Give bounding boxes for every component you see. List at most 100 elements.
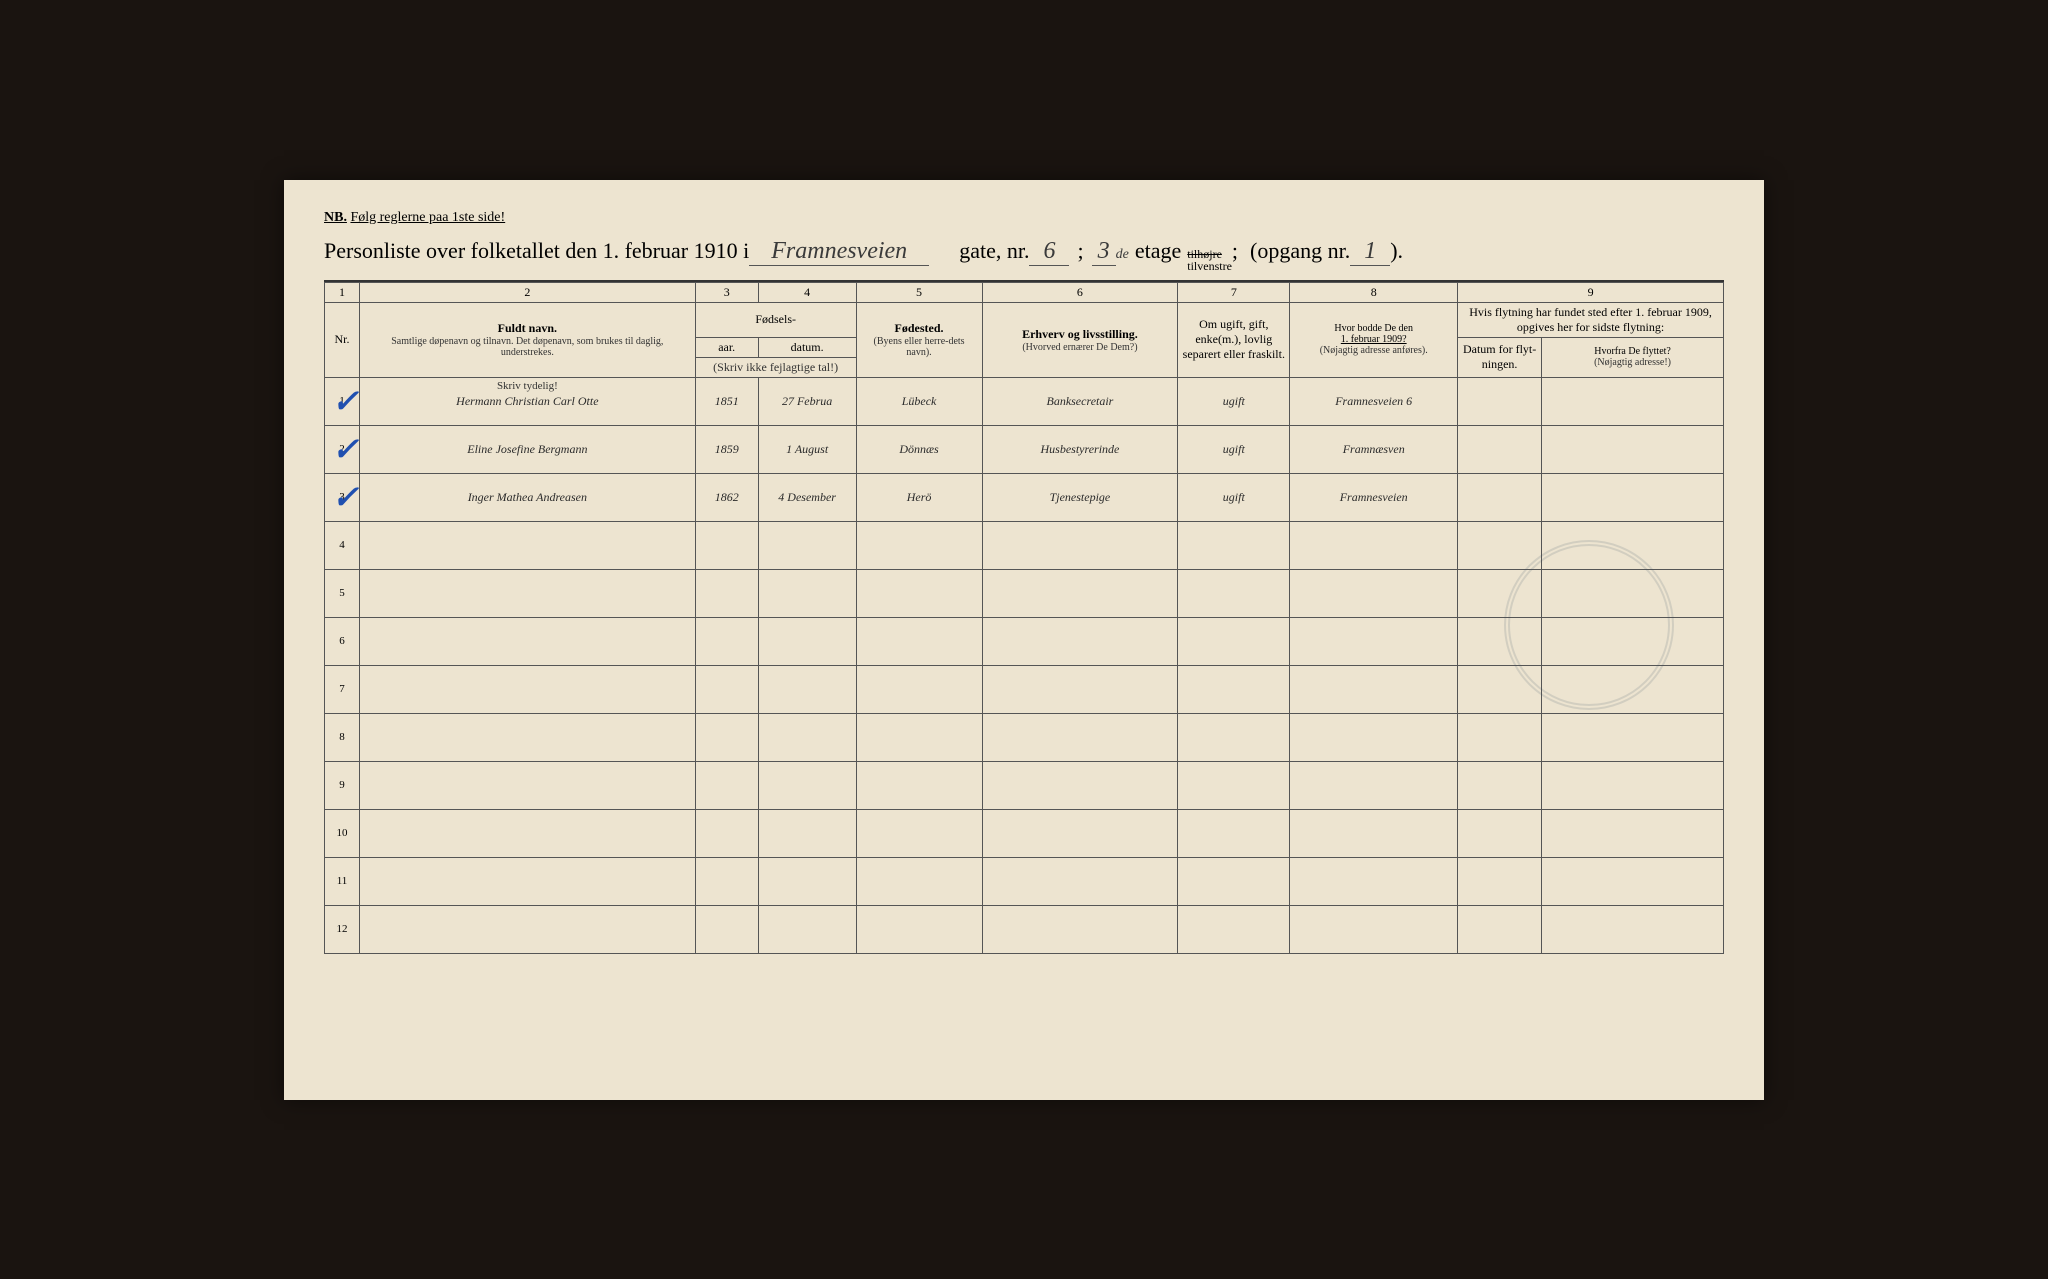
cell-nr: 7 xyxy=(325,665,360,713)
cell-hvorfra xyxy=(1542,521,1724,569)
table-header: 1 2 3 4 5 6 7 8 9 Nr. Fuldt navn. Samtli… xyxy=(325,282,1724,377)
cell-navn xyxy=(359,809,695,857)
cell-hvorfra xyxy=(1542,377,1724,425)
cell-navn xyxy=(359,905,695,953)
hdr-hvorfra: Hvorfra De flyttet? (Nøjagtig adresse!) xyxy=(1542,337,1724,377)
cell-flyt_datum xyxy=(1458,377,1542,425)
semicolon: ; xyxy=(1077,238,1083,264)
gate-label: gate, nr. xyxy=(959,238,1029,264)
cell-hvorfra xyxy=(1542,665,1724,713)
cell-navn xyxy=(359,713,695,761)
cell-datum: 1 August xyxy=(758,425,856,473)
cell-erhverv xyxy=(982,521,1178,569)
cell-fodested: Dönnæs xyxy=(856,425,982,473)
tilvenstre: tilvenstre xyxy=(1187,260,1232,272)
cell-flyt_datum xyxy=(1458,905,1542,953)
cell-nr: 8 xyxy=(325,713,360,761)
colnum-1: 1 xyxy=(325,282,360,302)
cell-nr: 12 xyxy=(325,905,360,953)
side-choice: tilhøjre tilvenstre xyxy=(1187,248,1232,272)
cell-flyt_datum xyxy=(1458,473,1542,521)
colnum-7: 7 xyxy=(1178,282,1290,302)
cell-datum xyxy=(758,617,856,665)
street-name: Framnesveien xyxy=(749,238,929,266)
hdr-erhverv: Erhverv og livsstilling. (Hvorved ernære… xyxy=(982,302,1178,377)
cell-aar xyxy=(695,569,758,617)
checkmark-icon: ✓ xyxy=(332,382,359,420)
cell-datum xyxy=(758,857,856,905)
cell-aar xyxy=(695,665,758,713)
cell-datum xyxy=(758,809,856,857)
cell-nr: 10 xyxy=(325,809,360,857)
cell-erhverv xyxy=(982,617,1178,665)
skriv-tydelig-note: Skriv tydelig! xyxy=(497,380,558,392)
cell-datum xyxy=(758,521,856,569)
cell-bodde xyxy=(1290,905,1458,953)
nb-prefix: NB. xyxy=(324,210,347,225)
close-paren: ). xyxy=(1390,238,1403,264)
cell-erhverv xyxy=(982,809,1178,857)
cell-ugift xyxy=(1178,665,1290,713)
hdr-aar: aar. xyxy=(695,337,758,357)
cell-erhverv xyxy=(982,713,1178,761)
cell-datum xyxy=(758,569,856,617)
hdr-nr: Nr. xyxy=(325,302,360,377)
cell-fodested xyxy=(856,761,982,809)
etage-suffix: de xyxy=(1116,247,1129,263)
cell-navn: ✓Inger Mathea Andreasen xyxy=(359,473,695,521)
colnum-2: 2 xyxy=(359,282,695,302)
cell-ugift xyxy=(1178,761,1290,809)
hdr-datum: datum. xyxy=(758,337,856,357)
cell-datum xyxy=(758,761,856,809)
table-row: 9 xyxy=(325,761,1724,809)
cell-nr: 6 xyxy=(325,617,360,665)
hdr-aar-sub: (Skriv ikke fejlagtige tal!) xyxy=(695,357,856,377)
cell-hvorfra xyxy=(1542,809,1724,857)
etage-label: etage xyxy=(1135,238,1181,264)
cell-bodde: Framnæsven xyxy=(1290,425,1458,473)
colnum-5: 5 xyxy=(856,282,982,302)
cell-bodde: Framnesveien 6 xyxy=(1290,377,1458,425)
cell-datum xyxy=(758,713,856,761)
cell-flyt_datum xyxy=(1458,425,1542,473)
table-row: 4 xyxy=(325,521,1724,569)
table-row: 1Skriv tydelig!✓Hermann Christian Carl O… xyxy=(325,377,1724,425)
cell-aar xyxy=(695,809,758,857)
cell-bodde xyxy=(1290,713,1458,761)
cell-bodde xyxy=(1290,761,1458,809)
cell-fodested: Lübeck xyxy=(856,377,982,425)
cell-hvorfra xyxy=(1542,473,1724,521)
cell-bodde xyxy=(1290,569,1458,617)
cell-flyt_datum xyxy=(1458,665,1542,713)
cell-fodested xyxy=(856,617,982,665)
cell-nr: 5 xyxy=(325,569,360,617)
cell-fodested: Herö xyxy=(856,473,982,521)
cell-erhverv: Tjenestepige xyxy=(982,473,1178,521)
title-pre: Personliste over folketallet den 1. febr… xyxy=(324,238,749,264)
tilhoire: tilhøjre xyxy=(1187,248,1232,260)
table-row: 2✓Eline Josefine Bergmann18591 AugustDön… xyxy=(325,425,1724,473)
table-row: 7 xyxy=(325,665,1724,713)
cell-ugift: ugift xyxy=(1178,473,1290,521)
nb-instruction: NB. Følg reglerne paa 1ste side! xyxy=(324,210,1724,226)
opgang-nr: 1 xyxy=(1350,238,1390,266)
gate-nr: 6 xyxy=(1029,238,1069,266)
cell-erhverv xyxy=(982,905,1178,953)
cell-flyt_datum xyxy=(1458,713,1542,761)
cell-datum: 4 Desember xyxy=(758,473,856,521)
cell-navn: ✓Eline Josefine Bergmann xyxy=(359,425,695,473)
cell-erhverv: Husbestyrerinde xyxy=(982,425,1178,473)
form-title-line: Personliste over folketallet den 1. febr… xyxy=(324,238,1724,272)
cell-erhverv xyxy=(982,857,1178,905)
cell-bodde xyxy=(1290,857,1458,905)
cell-bodde xyxy=(1290,809,1458,857)
cell-navn xyxy=(359,569,695,617)
cell-fodested xyxy=(856,857,982,905)
cell-navn xyxy=(359,665,695,713)
cell-erhverv xyxy=(982,665,1178,713)
cell-hvorfra xyxy=(1542,569,1724,617)
cell-aar xyxy=(695,521,758,569)
cell-flyt_datum xyxy=(1458,809,1542,857)
table-body: 1Skriv tydelig!✓Hermann Christian Carl O… xyxy=(325,377,1724,953)
cell-bodde: Framnesveien xyxy=(1290,473,1458,521)
